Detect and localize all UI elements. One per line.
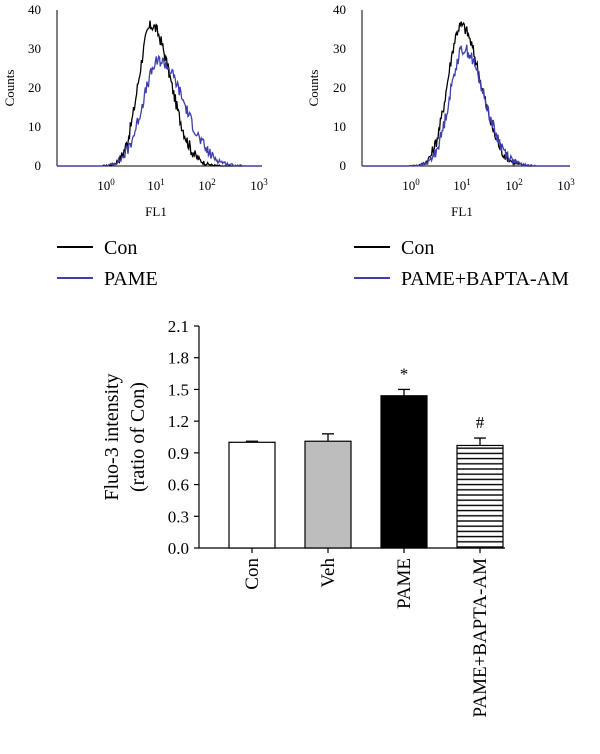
y-tick-label: 20 (333, 80, 346, 95)
legend-label: Con (104, 237, 137, 259)
x-tick-base: 10 (198, 178, 211, 193)
bar-y-tick-label: 0.3 (168, 507, 189, 526)
bar (304, 440, 352, 549)
histogram-series-line (57, 20, 262, 167)
bar-y-tick-label: 1.5 (168, 380, 189, 399)
histogram-series-line (57, 54, 262, 167)
x-tick-exp: 1 (466, 177, 471, 187)
bar-y-tick-label: 0.0 (168, 539, 189, 558)
bar-y-tick-label: 2.1 (168, 317, 189, 336)
y-tick-label: 40 (28, 2, 41, 17)
legend-label: Con (401, 237, 434, 259)
x-tick-exp: 1 (160, 177, 165, 187)
y-tick-label: 10 (28, 119, 41, 134)
bar (456, 444, 504, 549)
x-tick-exp: 0 (110, 177, 115, 187)
x-axis-label: FL1 (145, 204, 167, 219)
histogram-left-yticks: 40 30 20 10 0 (28, 2, 41, 173)
category-label: PAME+BAPTA-AM (470, 558, 491, 718)
bar-y-tick-label: 1.2 (168, 412, 189, 431)
x-tick-exp: 3 (263, 177, 268, 187)
y-axis-label: Counts (306, 70, 321, 107)
y-tick-label: 0 (35, 158, 42, 173)
bars: Con Veh PAME * PAME+BAPTA-AM # (228, 364, 504, 718)
x-axis-label: FL1 (451, 204, 473, 219)
legend-label: PAME (104, 268, 158, 290)
x-tick-exp: 3 (570, 177, 575, 187)
y-tick-label: 20 (28, 80, 41, 95)
x-tick-label: 101 (453, 177, 471, 193)
x-tick-label: 103 (250, 177, 268, 193)
y-tick-label: 30 (28, 41, 41, 56)
x-tick-label: 100 (402, 177, 420, 193)
legend-label: PAME+BAPTA-AM (401, 268, 569, 290)
bar (380, 395, 428, 549)
histogram-left-series (57, 20, 262, 167)
category-label: PAME (394, 558, 415, 609)
x-tick-base: 10 (250, 178, 263, 193)
significance-marker: * (400, 364, 409, 383)
histogram-series-line (362, 44, 570, 168)
histogram-left: 40 30 20 10 0 Counts 100 101 102 103 FL1 (2, 2, 268, 219)
legend-item: Con (354, 237, 434, 259)
x-tick-base: 10 (453, 178, 466, 193)
category-label: Con (242, 558, 263, 590)
x-tick-label: 100 (97, 177, 115, 193)
bar-y-tick-label: 0.6 (168, 476, 189, 495)
histogram-right: 40 30 20 10 0 Counts 100 101 102 103 FL1 (306, 2, 575, 219)
bar-y-axis-label-line1: Fluo-3 intensity (101, 373, 123, 500)
y-tick-label: 0 (340, 158, 347, 173)
bar-yticks: 0.0 0.3 0.6 0.9 1.2 1.5 1.8 2.1 (168, 317, 199, 558)
histogram-series-line (362, 21, 570, 167)
x-tick-base: 10 (505, 178, 518, 193)
x-tick-label: 103 (557, 177, 575, 193)
x-tick-base: 10 (97, 178, 110, 193)
x-tick-label: 102 (505, 177, 523, 193)
x-tick-exp: 2 (211, 177, 216, 187)
x-tick-label: 101 (147, 177, 165, 193)
legend-item: Con (57, 237, 137, 259)
legend-item: PAME+BAPTA-AM (354, 268, 569, 290)
significance-marker: # (476, 413, 485, 432)
category-label: Veh (318, 558, 339, 588)
y-axis-label: Counts (2, 70, 17, 107)
histogram-right-axes (361, 10, 570, 167)
x-tick-exp: 0 (415, 177, 420, 187)
histogram-left-xticks: 100 101 102 103 (97, 177, 268, 193)
bar-y-axis-label-line2: (ratio of Con) (127, 382, 149, 492)
x-tick-base: 10 (147, 178, 160, 193)
x-tick-exp: 2 (518, 177, 523, 187)
y-tick-label: 10 (333, 119, 346, 134)
x-tick-base: 10 (402, 178, 415, 193)
x-tick-base: 10 (557, 178, 570, 193)
legend-left: Con PAME (57, 237, 158, 290)
histogram-left-axes (56, 10, 262, 167)
histogram-right-series (362, 21, 570, 168)
x-tick-label: 102 (198, 177, 216, 193)
histogram-right-yticks: 40 30 20 10 0 (333, 2, 346, 173)
y-tick-label: 30 (333, 41, 346, 56)
y-tick-label: 40 (333, 2, 346, 17)
legend-item: PAME (57, 268, 158, 290)
bar-y-tick-label: 1.8 (168, 349, 189, 368)
bar-y-tick-label: 0.9 (168, 444, 189, 463)
bar-chart: 0.0 0.3 0.6 0.9 1.2 1.5 1.8 2.1 Fluo-3 intensit… (101, 317, 505, 717)
histogram-right-xticks: 100 101 102 103 (402, 177, 575, 193)
legend-right: Con PAME+BAPTA-AM (354, 237, 569, 290)
bar (228, 441, 276, 549)
